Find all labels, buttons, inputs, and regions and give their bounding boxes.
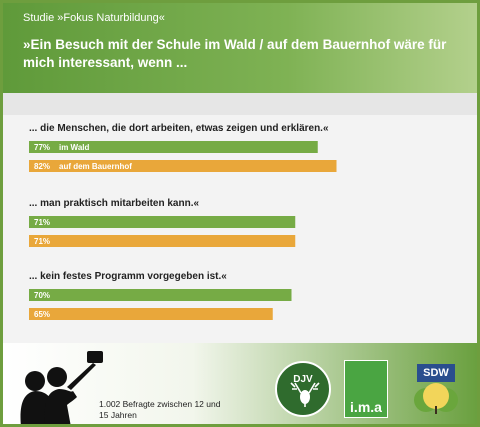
djv-logo-text: DJV	[293, 374, 313, 385]
bar-wald	[29, 289, 292, 301]
bar-value-label: 71%	[34, 218, 50, 227]
chart-top-band	[3, 93, 477, 115]
ima-logo: i.m.a	[344, 360, 388, 418]
footer-band	[3, 343, 477, 424]
sdw-logo: SDW	[408, 360, 464, 418]
sample-note: 1.002 Befragte zwischen 12 und 15 Jahren	[99, 399, 221, 420]
bar-value-label: 70%	[34, 291, 50, 300]
bar-value-label: 77%	[34, 143, 50, 152]
group-label: ... kein festes Programm vorgegeben ist.…	[29, 271, 227, 282]
study-label: Studie »Fokus Naturbildung«	[23, 12, 165, 24]
bar-bauernhof	[29, 160, 337, 172]
trees-icon	[414, 383, 458, 414]
bar-value-label: 65%	[34, 310, 50, 319]
group-label: ... man praktisch mitarbeiten kann.«	[29, 198, 199, 209]
bar-value-label: 71%	[34, 237, 50, 246]
series-name-label: auf dem Bauernhof	[59, 162, 132, 171]
stag-icon	[290, 382, 320, 407]
selfie-silhouette-icon	[20, 351, 103, 424]
bar-chart: ... die Menschen, die dort arbeiten, etw…	[3, 93, 477, 343]
djv-logo: DJV	[275, 361, 331, 417]
headline: »Ein Besuch mit der Schule im Wald / auf…	[23, 37, 447, 70]
group-label: ... die Menschen, die dort arbeiten, etw…	[29, 123, 329, 134]
header-banner: Studie »Fokus Naturbildung« »Ein Besuch …	[3, 3, 477, 93]
bar-value-label: 82%	[34, 162, 50, 171]
bar-bauernhof	[29, 235, 296, 247]
series-name-label: im Wald	[59, 143, 89, 152]
bar-wald	[29, 216, 296, 228]
bar-bauernhof	[29, 308, 273, 320]
bar-wald	[29, 141, 318, 153]
sdw-logo-text: SDW	[417, 364, 455, 382]
ima-logo-text: i.m.a	[350, 399, 382, 415]
